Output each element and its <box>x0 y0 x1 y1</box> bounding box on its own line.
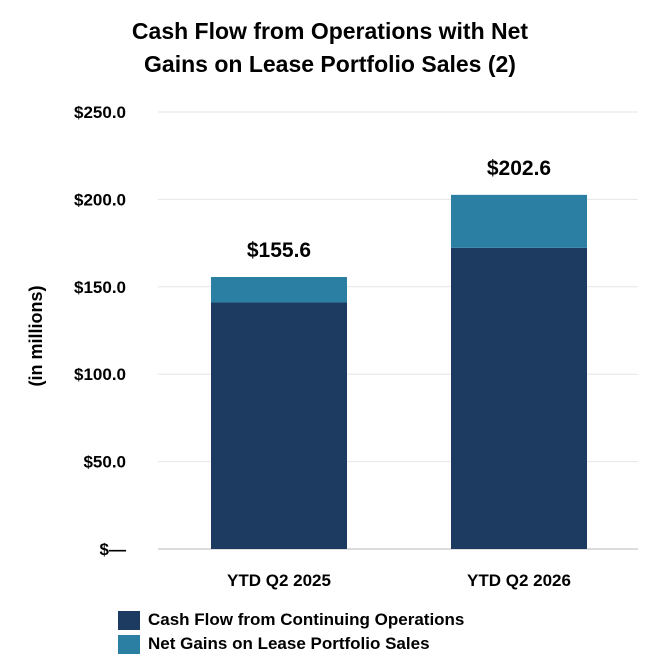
y-axis-label: (in millions) <box>26 285 46 386</box>
y-tick-label: $150.0 <box>74 278 126 297</box>
legend-item-net-gains: Net Gains on Lease Portfolio Sales <box>118 632 464 656</box>
legend-label-continuing-operations: Cash Flow from Continuing Operations <box>148 610 465 629</box>
x-category-label: YTD Q2 2025 <box>227 571 331 590</box>
y-tick-label: $— <box>100 540 126 559</box>
legend: Cash Flow from Continuing Operations Net… <box>118 608 464 656</box>
bar-segment <box>451 194 587 248</box>
y-tick-label: $50.0 <box>83 453 126 472</box>
legend-swatch-net-gains <box>118 634 140 654</box>
x-axis-labels: YTD Q2 2025 YTD Q2 2026 <box>227 571 571 590</box>
chart-title-line-1: Cash Flow from Operations with Net <box>132 18 528 44</box>
data-labels: $155.6 $202.6 <box>247 157 551 262</box>
y-tick-label: $100.0 <box>74 365 126 384</box>
chart-title-line-2: Gains on Lease Portfolio Sales (2) <box>144 51 516 77</box>
bar-total-label: $202.6 <box>487 157 551 180</box>
y-tick-label: $250.0 <box>74 103 126 122</box>
bar-segment <box>211 302 347 549</box>
legend-item-continuing-operations: Cash Flow from Continuing Operations <box>118 608 464 632</box>
bar-segment <box>451 247 587 550</box>
legend-swatch-continuing-operations <box>118 610 140 630</box>
y-axis-ticks: $— $50.0 $100.0 $150.0 $200.0 $250.0 <box>74 103 126 559</box>
bars <box>211 194 587 550</box>
legend-label-net-gains: Net Gains on Lease Portfolio Sales <box>148 634 430 653</box>
y-tick-label: $200.0 <box>74 190 126 209</box>
stacked-bar-chart: Cash Flow from Operations with Net Gains… <box>26 18 638 590</box>
x-category-label: YTD Q2 2026 <box>467 571 571 590</box>
bar-segment <box>211 277 347 303</box>
bar-total-label: $155.6 <box>247 239 311 262</box>
